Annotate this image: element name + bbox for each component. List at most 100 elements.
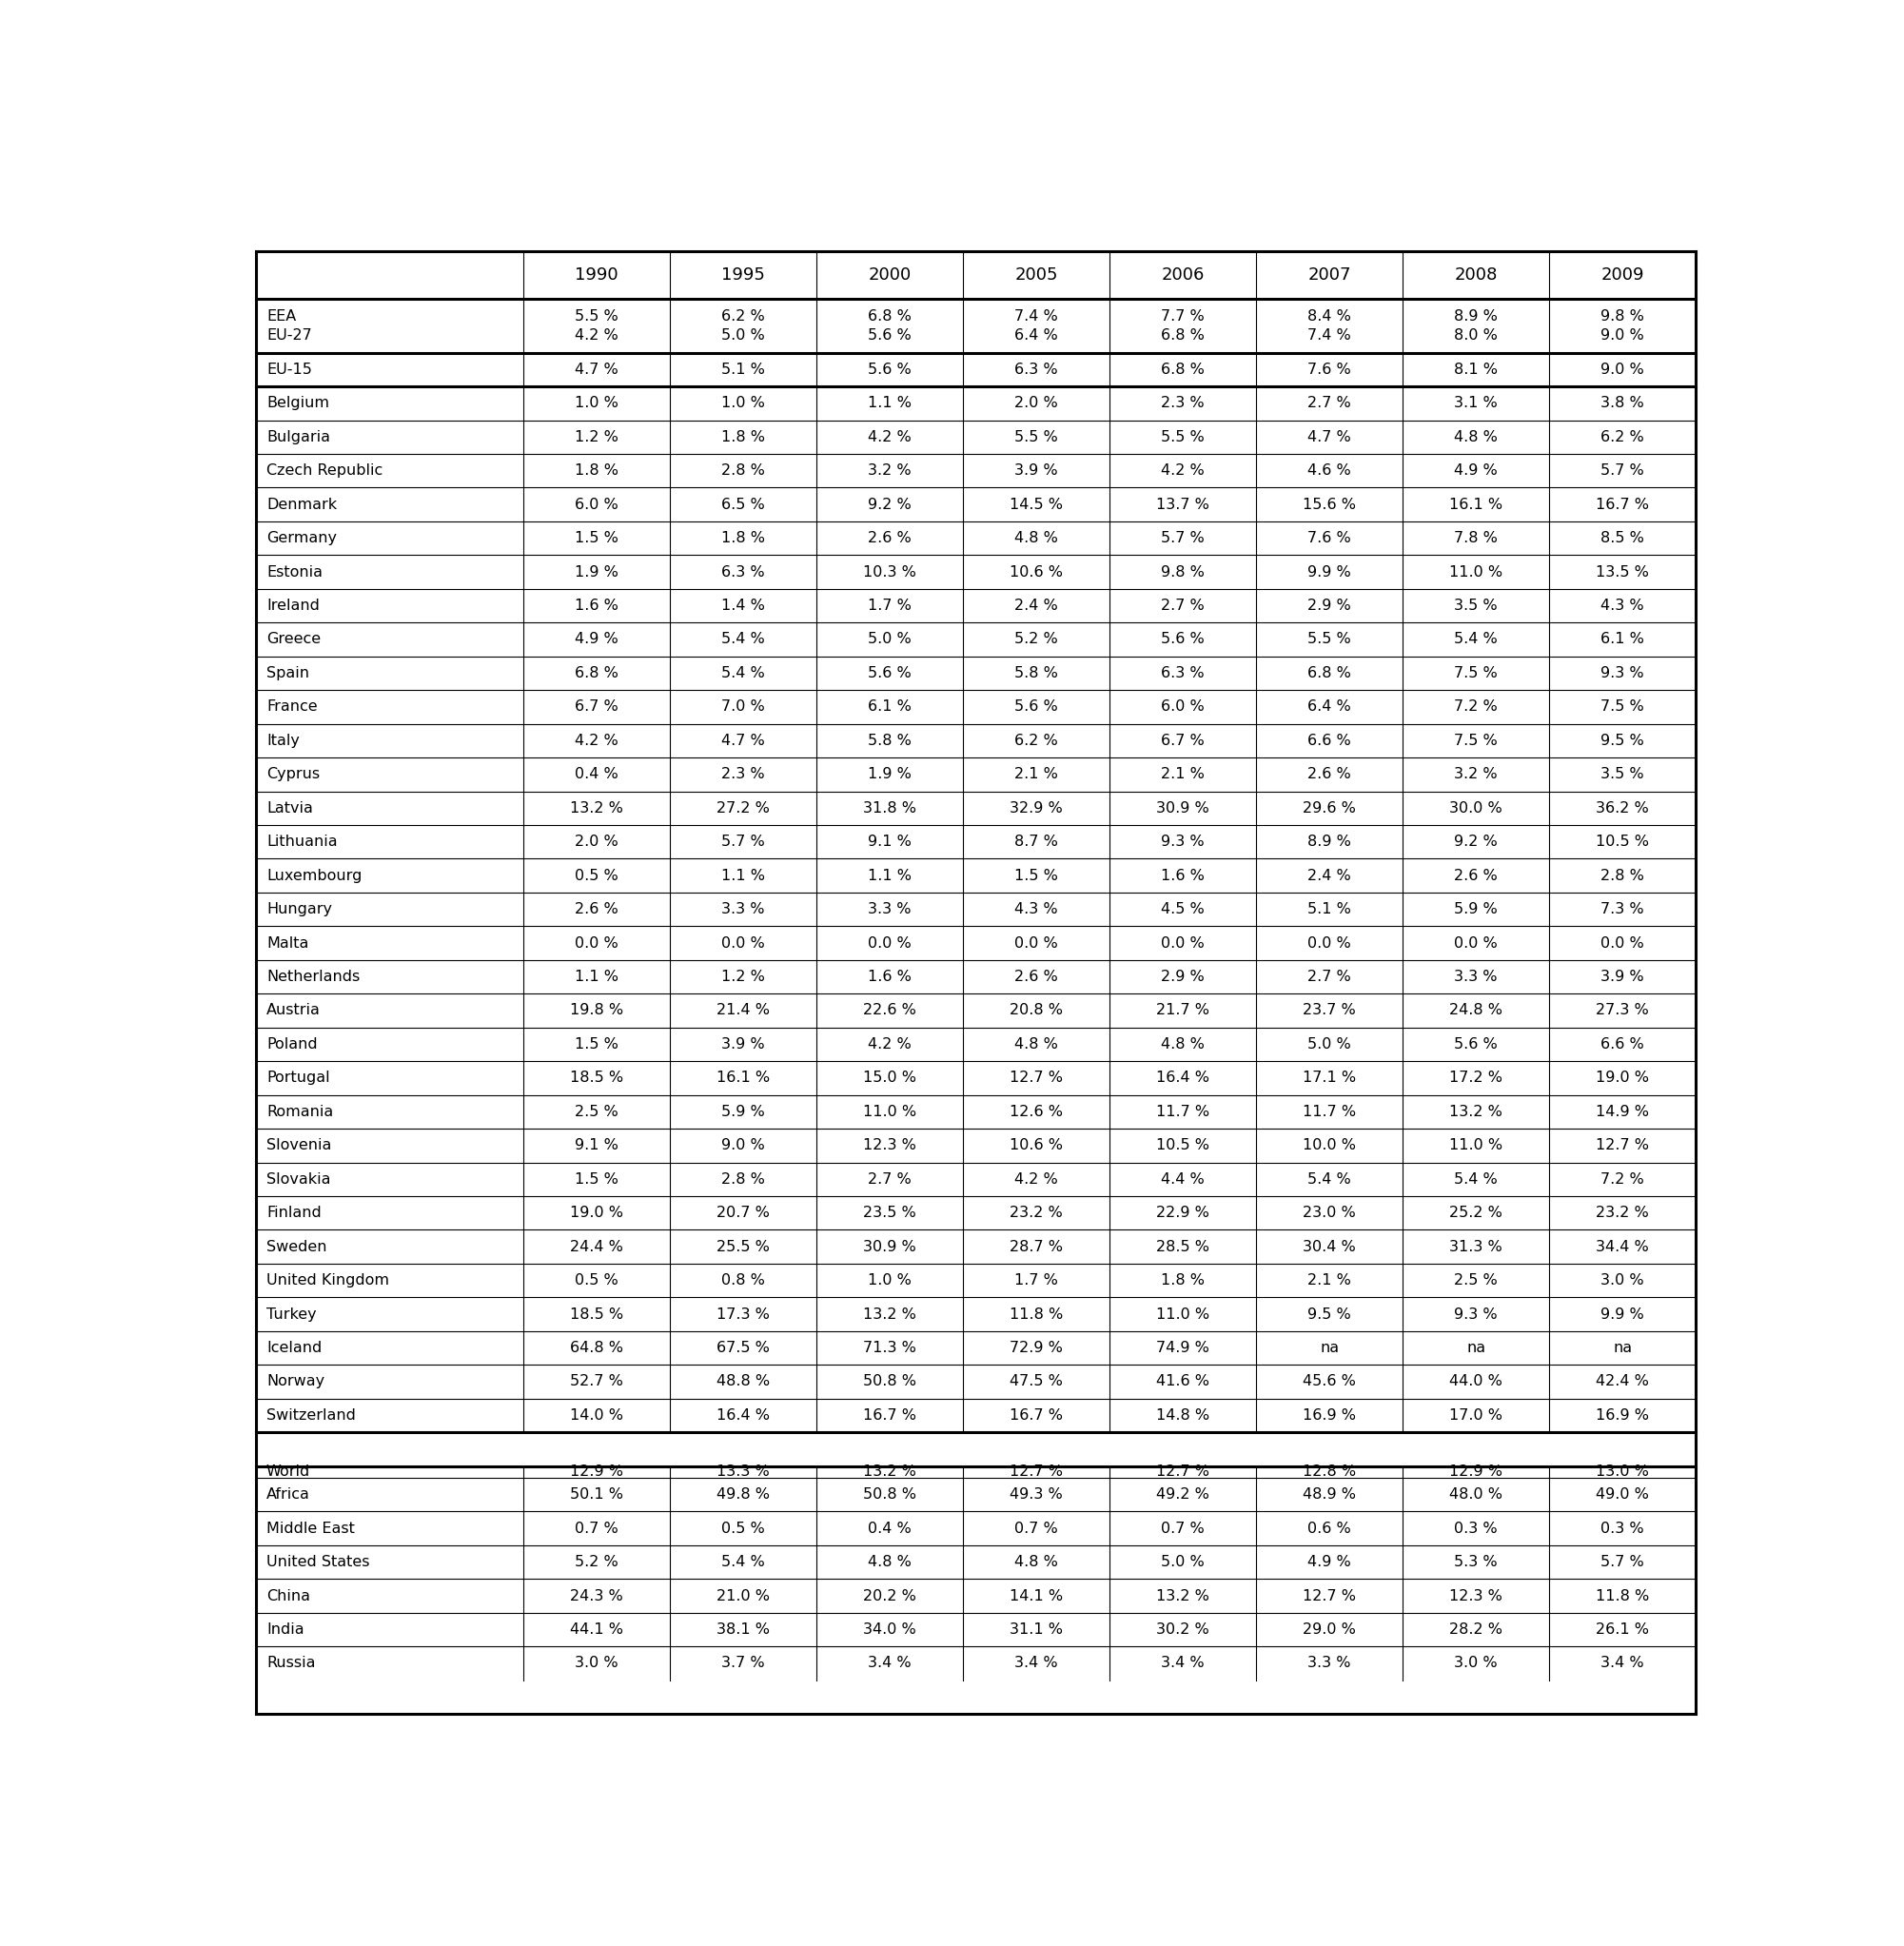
Text: 0.7 %: 0.7 % (1161, 1522, 1205, 1535)
Text: 6.0 %: 6.0 % (575, 498, 619, 512)
Text: 8.5 %: 8.5 % (1601, 531, 1645, 545)
Text: 7.2 %: 7.2 % (1601, 1171, 1645, 1187)
Text: 4.2 %: 4.2 % (1015, 1171, 1059, 1187)
Text: 4.8 %: 4.8 % (868, 1555, 912, 1568)
Text: 0.5 %: 0.5 % (575, 868, 619, 883)
Text: 11.0 %: 11.0 % (1449, 564, 1502, 580)
Text: 6.8 %: 6.8 % (1161, 362, 1205, 378)
Text: Switzerland: Switzerland (267, 1409, 356, 1423)
Text: Germany: Germany (267, 531, 337, 545)
Text: 2.6 %: 2.6 % (1015, 969, 1059, 985)
Text: 34.0 %: 34.0 % (863, 1623, 916, 1637)
Text: United Kingdom: United Kingdom (267, 1273, 388, 1288)
Text: 7.6 %: 7.6 % (1308, 531, 1352, 545)
Text: 16.7 %: 16.7 % (863, 1409, 916, 1423)
Text: na: na (1613, 1341, 1632, 1354)
Text: 71.3 %: 71.3 % (863, 1341, 916, 1354)
Text: China: China (267, 1588, 310, 1604)
Text: 16.1 %: 16.1 % (1449, 498, 1502, 512)
Text: 9.2 %: 9.2 % (1455, 835, 1498, 848)
Text: 67.5 %: 67.5 % (716, 1341, 769, 1354)
Text: 0.8 %: 0.8 % (722, 1273, 765, 1288)
Text: Sweden: Sweden (267, 1240, 327, 1253)
Text: 2.8 %: 2.8 % (722, 1171, 765, 1187)
Text: 4.8 %: 4.8 % (1015, 531, 1059, 545)
Text: Slovenia: Slovenia (267, 1138, 331, 1152)
Text: 12.3 %: 12.3 % (1449, 1588, 1502, 1604)
Text: 2.6 %: 2.6 % (1455, 868, 1498, 883)
Text: 11.8 %: 11.8 % (1596, 1588, 1649, 1604)
Text: 4.5 %: 4.5 % (1161, 903, 1205, 917)
Text: 42.4 %: 42.4 % (1596, 1374, 1649, 1389)
Text: 7.0 %: 7.0 % (722, 701, 765, 714)
Text: 12.6 %: 12.6 % (1009, 1105, 1062, 1119)
Text: 2.5 %: 2.5 % (1455, 1273, 1498, 1288)
Text: Luxembourg: Luxembourg (267, 868, 362, 883)
Text: 72.9 %: 72.9 % (1009, 1341, 1062, 1354)
Text: 2.3 %: 2.3 % (722, 767, 765, 782)
Text: na: na (1466, 1341, 1485, 1354)
Text: 5.2 %: 5.2 % (575, 1555, 619, 1568)
Text: 9.3 %: 9.3 % (1161, 835, 1205, 848)
Text: 5.9 %: 5.9 % (722, 1105, 765, 1119)
Text: 0.4 %: 0.4 % (575, 767, 619, 782)
Text: 4.3 %: 4.3 % (1601, 599, 1645, 613)
Text: 16.7 %: 16.7 % (1596, 498, 1649, 512)
Text: 1.4 %: 1.4 % (722, 599, 765, 613)
Text: 14.9 %: 14.9 % (1596, 1105, 1649, 1119)
Text: 1.2 %: 1.2 % (575, 430, 619, 444)
Text: 5.2 %: 5.2 % (1015, 632, 1059, 646)
Text: EU-15: EU-15 (267, 362, 312, 378)
Text: 4.7 %: 4.7 % (1308, 430, 1352, 444)
Text: 16.1 %: 16.1 % (716, 1070, 769, 1086)
Text: Czech Republic: Czech Republic (267, 463, 383, 479)
Text: na: na (1319, 1341, 1339, 1354)
Text: 12.9 %: 12.9 % (1449, 1465, 1502, 1479)
Text: 0.0 %: 0.0 % (1601, 936, 1645, 950)
Text: 38.1 %: 38.1 % (716, 1623, 769, 1637)
Text: 2.3 %: 2.3 % (1161, 397, 1205, 411)
Text: 3.9 %: 3.9 % (722, 1037, 765, 1051)
Text: 21.7 %: 21.7 % (1156, 1004, 1209, 1018)
Text: Netherlands: Netherlands (267, 969, 360, 985)
Text: 17.1 %: 17.1 % (1302, 1070, 1356, 1086)
Text: 0.3 %: 0.3 % (1455, 1522, 1498, 1535)
Text: 2005: 2005 (1015, 267, 1059, 284)
Text: 48.8 %: 48.8 % (716, 1374, 769, 1389)
Text: 16.4 %: 16.4 % (1156, 1070, 1209, 1086)
Text: 29.0 %: 29.0 % (1302, 1623, 1356, 1637)
Text: 1.5 %: 1.5 % (575, 1037, 619, 1051)
Text: 19.8 %: 19.8 % (569, 1004, 623, 1018)
Text: 3.4 %: 3.4 % (1601, 1656, 1645, 1670)
Text: Bulgaria: Bulgaria (267, 430, 329, 444)
Text: 10.0 %: 10.0 % (1302, 1138, 1356, 1152)
Text: 12.7 %: 12.7 % (1302, 1588, 1356, 1604)
Text: 30.2 %: 30.2 % (1156, 1623, 1209, 1637)
Text: 1.0 %: 1.0 % (575, 397, 619, 411)
Text: 5.5 %
4.2 %: 5.5 % 4.2 % (575, 309, 619, 342)
Text: 50.8 %: 50.8 % (863, 1487, 916, 1502)
Text: Turkey: Turkey (267, 1308, 316, 1321)
Text: 49.0 %: 49.0 % (1596, 1487, 1649, 1502)
Text: 0.0 %: 0.0 % (722, 936, 765, 950)
Text: 0.7 %: 0.7 % (1015, 1522, 1059, 1535)
Text: 7.3 %: 7.3 % (1601, 903, 1645, 917)
Text: 6.6 %: 6.6 % (1601, 1037, 1645, 1051)
Text: 30.0 %: 30.0 % (1449, 802, 1502, 815)
Text: 7.6 %: 7.6 % (1308, 362, 1352, 378)
Text: Belgium: Belgium (267, 397, 329, 411)
Text: 5.7 %: 5.7 % (722, 835, 765, 848)
Text: 0.6 %: 0.6 % (1308, 1522, 1352, 1535)
Text: Estonia: Estonia (267, 564, 322, 580)
Text: 52.7 %: 52.7 % (569, 1374, 623, 1389)
Text: 4.8 %: 4.8 % (1015, 1037, 1059, 1051)
Text: 2.0 %: 2.0 % (1015, 397, 1059, 411)
Text: 2.8 %: 2.8 % (1601, 868, 1645, 883)
Text: Iceland: Iceland (267, 1341, 322, 1354)
Text: 0.5 %: 0.5 % (575, 1273, 619, 1288)
Text: Finland: Finland (267, 1207, 322, 1220)
Text: 5.6 %: 5.6 % (868, 666, 912, 681)
Text: 6.3 %: 6.3 % (722, 564, 765, 580)
Text: 4.2 %: 4.2 % (868, 430, 912, 444)
Text: France: France (267, 701, 318, 714)
